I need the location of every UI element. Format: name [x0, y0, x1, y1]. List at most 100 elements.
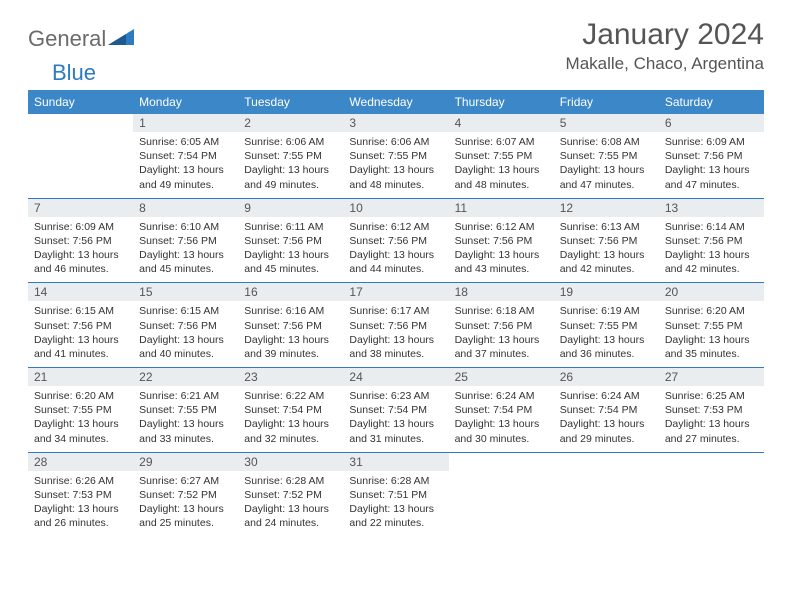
calendar-day-cell: 6Sunrise: 6:09 AMSunset: 7:56 PMDaylight… [659, 114, 764, 198]
sunset-text: Sunset: 7:56 PM [244, 234, 337, 248]
day-number: 22 [133, 368, 238, 386]
sunrise-text: Sunrise: 6:15 AM [139, 304, 232, 318]
day-number: 2 [238, 114, 343, 132]
daylight-text: Daylight: 13 hours and 42 minutes. [665, 248, 758, 276]
day-number: 25 [449, 368, 554, 386]
sunrise-text: Sunrise: 6:13 AM [560, 220, 653, 234]
sunset-text: Sunset: 7:54 PM [139, 149, 232, 163]
sunrise-text: Sunrise: 6:05 AM [139, 135, 232, 149]
daylight-text: Daylight: 13 hours and 22 minutes. [349, 502, 442, 530]
day-number: 7 [28, 199, 133, 217]
month-title: January 2024 [566, 18, 764, 52]
day-number: 29 [133, 453, 238, 471]
weekday-header: Saturday [659, 90, 764, 114]
daylight-text: Daylight: 13 hours and 24 minutes. [244, 502, 337, 530]
day-details: Sunrise: 6:10 AMSunset: 7:56 PMDaylight:… [133, 217, 238, 283]
calendar-day-cell: 30Sunrise: 6:28 AMSunset: 7:52 PMDayligh… [238, 452, 343, 536]
calendar-day-cell: 21Sunrise: 6:20 AMSunset: 7:55 PMDayligh… [28, 368, 133, 453]
day-details: Sunrise: 6:05 AMSunset: 7:54 PMDaylight:… [133, 132, 238, 198]
sunrise-text: Sunrise: 6:11 AM [244, 220, 337, 234]
sunset-text: Sunset: 7:53 PM [665, 403, 758, 417]
sunrise-text: Sunrise: 6:24 AM [560, 389, 653, 403]
sunrise-text: Sunrise: 6:16 AM [244, 304, 337, 318]
daylight-text: Daylight: 13 hours and 32 minutes. [244, 417, 337, 445]
sunrise-text: Sunrise: 6:06 AM [349, 135, 442, 149]
day-details: Sunrise: 6:11 AMSunset: 7:56 PMDaylight:… [238, 217, 343, 283]
daylight-text: Daylight: 13 hours and 35 minutes. [665, 333, 758, 361]
sunrise-text: Sunrise: 6:12 AM [349, 220, 442, 234]
day-details: Sunrise: 6:21 AMSunset: 7:55 PMDaylight:… [133, 386, 238, 452]
day-details: Sunrise: 6:22 AMSunset: 7:54 PMDaylight:… [238, 386, 343, 452]
sunrise-text: Sunrise: 6:09 AM [665, 135, 758, 149]
day-details: Sunrise: 6:12 AMSunset: 7:56 PMDaylight:… [343, 217, 448, 283]
sunset-text: Sunset: 7:54 PM [244, 403, 337, 417]
sunrise-text: Sunrise: 6:08 AM [560, 135, 653, 149]
weekday-header: Monday [133, 90, 238, 114]
sunrise-text: Sunrise: 6:24 AM [455, 389, 548, 403]
day-number: 8 [133, 199, 238, 217]
day-details: Sunrise: 6:08 AMSunset: 7:55 PMDaylight:… [554, 132, 659, 198]
weekday-header: Tuesday [238, 90, 343, 114]
daylight-text: Daylight: 13 hours and 40 minutes. [139, 333, 232, 361]
day-number: 13 [659, 199, 764, 217]
sunset-text: Sunset: 7:55 PM [244, 149, 337, 163]
logo-triangle-icon [108, 27, 136, 52]
day-details: Sunrise: 6:20 AMSunset: 7:55 PMDaylight:… [28, 386, 133, 452]
calendar-day-cell: 7Sunrise: 6:09 AMSunset: 7:56 PMDaylight… [28, 198, 133, 283]
sunset-text: Sunset: 7:55 PM [560, 149, 653, 163]
sunrise-text: Sunrise: 6:22 AM [244, 389, 337, 403]
day-details: Sunrise: 6:14 AMSunset: 7:56 PMDaylight:… [659, 217, 764, 283]
day-number: 16 [238, 283, 343, 301]
day-number: 18 [449, 283, 554, 301]
sunrise-text: Sunrise: 6:28 AM [244, 474, 337, 488]
sunrise-text: Sunrise: 6:27 AM [139, 474, 232, 488]
daylight-text: Daylight: 13 hours and 26 minutes. [34, 502, 127, 530]
sunset-text: Sunset: 7:52 PM [139, 488, 232, 502]
day-details: Sunrise: 6:28 AMSunset: 7:52 PMDaylight:… [238, 471, 343, 537]
day-number: 14 [28, 283, 133, 301]
calendar-week-row: .....1Sunrise: 6:05 AMSunset: 7:54 PMDay… [28, 114, 764, 198]
sunset-text: Sunset: 7:56 PM [665, 234, 758, 248]
sunset-text: Sunset: 7:51 PM [349, 488, 442, 502]
daylight-text: Daylight: 13 hours and 25 minutes. [139, 502, 232, 530]
sunrise-text: Sunrise: 6:10 AM [139, 220, 232, 234]
sunrise-text: Sunrise: 6:09 AM [34, 220, 127, 234]
calendar-table: SundayMondayTuesdayWednesdayThursdayFrid… [28, 90, 764, 536]
sunset-text: Sunset: 7:52 PM [244, 488, 337, 502]
sunset-text: Sunset: 7:53 PM [34, 488, 127, 502]
calendar-day-cell: 18Sunrise: 6:18 AMSunset: 7:56 PMDayligh… [449, 283, 554, 368]
sunset-text: Sunset: 7:54 PM [349, 403, 442, 417]
calendar-day-cell: 26Sunrise: 6:24 AMSunset: 7:54 PMDayligh… [554, 368, 659, 453]
daylight-text: Daylight: 13 hours and 47 minutes. [665, 163, 758, 191]
daylight-text: Daylight: 13 hours and 37 minutes. [455, 333, 548, 361]
calendar-header-row: SundayMondayTuesdayWednesdayThursdayFrid… [28, 90, 764, 114]
day-details: Sunrise: 6:07 AMSunset: 7:55 PMDaylight:… [449, 132, 554, 198]
day-details: Sunrise: 6:12 AMSunset: 7:56 PMDaylight:… [449, 217, 554, 283]
day-number: 12 [554, 199, 659, 217]
calendar-day-cell: 15Sunrise: 6:15 AMSunset: 7:56 PMDayligh… [133, 283, 238, 368]
daylight-text: Daylight: 13 hours and 47 minutes. [560, 163, 653, 191]
day-number: 19 [554, 283, 659, 301]
calendar-day-cell: 31Sunrise: 6:28 AMSunset: 7:51 PMDayligh… [343, 452, 448, 536]
day-number: 24 [343, 368, 448, 386]
day-details: Sunrise: 6:19 AMSunset: 7:55 PMDaylight:… [554, 301, 659, 367]
weekday-header: Thursday [449, 90, 554, 114]
sunset-text: Sunset: 7:55 PM [139, 403, 232, 417]
day-details: Sunrise: 6:18 AMSunset: 7:56 PMDaylight:… [449, 301, 554, 367]
daylight-text: Daylight: 13 hours and 43 minutes. [455, 248, 548, 276]
sunset-text: Sunset: 7:56 PM [34, 234, 127, 248]
sunset-text: Sunset: 7:56 PM [244, 319, 337, 333]
day-number: 21 [28, 368, 133, 386]
calendar-day-cell: ..... [554, 452, 659, 536]
sunrise-text: Sunrise: 6:14 AM [665, 220, 758, 234]
logo: General [28, 18, 138, 52]
day-number: 11 [449, 199, 554, 217]
day-details: Sunrise: 6:15 AMSunset: 7:56 PMDaylight:… [28, 301, 133, 367]
sunrise-text: Sunrise: 6:21 AM [139, 389, 232, 403]
calendar-week-row: 21Sunrise: 6:20 AMSunset: 7:55 PMDayligh… [28, 368, 764, 453]
calendar-day-cell: 9Sunrise: 6:11 AMSunset: 7:56 PMDaylight… [238, 198, 343, 283]
calendar-day-cell: 11Sunrise: 6:12 AMSunset: 7:56 PMDayligh… [449, 198, 554, 283]
sunset-text: Sunset: 7:55 PM [34, 403, 127, 417]
sunset-text: Sunset: 7:56 PM [139, 319, 232, 333]
sunrise-text: Sunrise: 6:17 AM [349, 304, 442, 318]
